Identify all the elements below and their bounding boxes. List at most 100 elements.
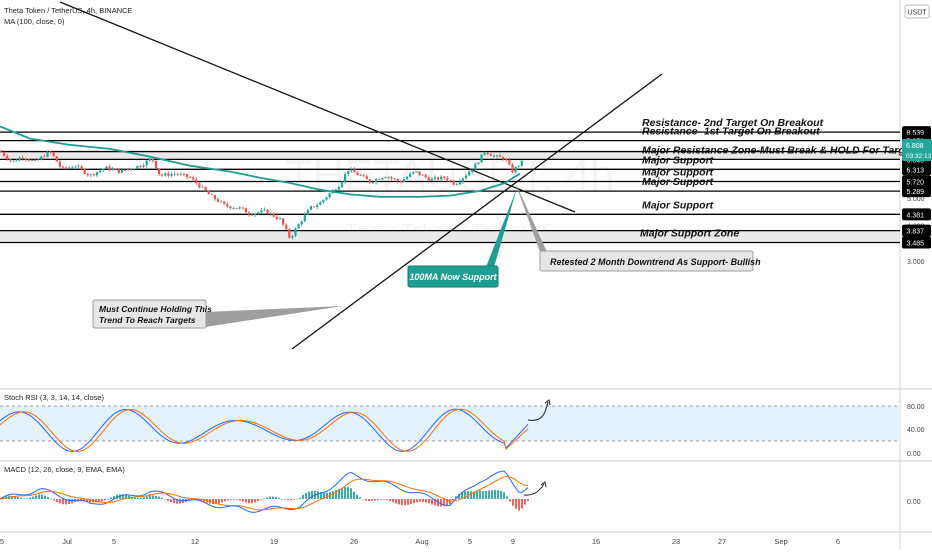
macd-bar-11 [32, 496, 34, 499]
candle-body-90 [278, 218, 282, 220]
macd-bar-1 [2, 497, 4, 499]
macd-bar-45 [134, 497, 136, 499]
macd-arrow-head [540, 481, 547, 488]
ma-legend[interactable]: MA (100, close, 0) [4, 17, 65, 26]
macd-bar-117 [350, 488, 352, 499]
macd-bar-5 [14, 496, 16, 499]
candle-body-91 [282, 218, 285, 225]
candle-body-96 [297, 224, 300, 229]
callout-ma-support[interactable]: 100MA Now Support [407, 188, 517, 288]
macd-bar-49 [146, 496, 148, 499]
macd-bar-172 [515, 499, 517, 509]
candle-body-122 [378, 179, 381, 180]
level-badge-text-5: 5.720 [907, 179, 925, 186]
stoch-rsi-arrow-head [544, 399, 551, 406]
candle-body-79 [244, 208, 247, 213]
ma-100-line[interactable] [0, 125, 521, 198]
candle-body-18 [55, 156, 58, 162]
macd-bar-162 [485, 491, 487, 499]
zone-1 [0, 230, 900, 243]
currency-label: USDT [907, 10, 927, 17]
macd-bar-58 [173, 499, 175, 504]
candle-body-56 [173, 173, 176, 175]
candle-body-0 [0, 151, 3, 153]
candle-body-140 [433, 177, 437, 179]
macd-bar-108 [323, 492, 325, 499]
candle-body-158 [489, 154, 492, 156]
candle-body-12 [37, 159, 40, 161]
uptrend-line[interactable] [291, 73, 663, 350]
candle-body-161 [499, 155, 502, 157]
candle-body-77 [238, 207, 241, 209]
candle-body-57 [176, 173, 179, 175]
time-tick-1: Jul [62, 537, 72, 546]
stoch-rsi-pane[interactable]: Stoch RSI (3, 3, 14, 14, close) 80.00 40… [0, 393, 925, 458]
candle-body-114 [353, 169, 356, 173]
downtrend-line[interactable] [59, 1, 576, 213]
candle-body-101 [313, 206, 316, 208]
candle-body-113 [350, 169, 353, 171]
macd-bar-90 [269, 496, 271, 499]
candle-body-3 [9, 159, 12, 161]
candle-body-153 [474, 163, 477, 170]
candle-body-165 [511, 164, 514, 173]
candle-body-21 [65, 167, 68, 169]
candle-body-42 [130, 169, 133, 170]
time-tick-8: 9 [511, 537, 515, 546]
candle-body-11 [34, 160, 37, 161]
candle-body-128 [396, 179, 399, 182]
currency-button[interactable] [904, 4, 930, 19]
macd-bar-143 [428, 499, 430, 504]
callout-hold-trend[interactable]: Must Continue Holding This Trend To Reac… [92, 299, 343, 329]
macd-bar-138 [413, 499, 415, 504]
macd-bar-44 [131, 496, 133, 499]
symbol-legend[interactable]: Theta Token / TetherUS, 4h, BINANCE [4, 6, 133, 15]
candle-body-4 [12, 160, 15, 162]
macd-bar-176 [527, 499, 529, 502]
macd-bar-93 [278, 497, 280, 499]
level-badge-text-9: 3.485 [907, 240, 925, 247]
macd-bar-10 [29, 497, 31, 499]
candle-body-72 [223, 201, 226, 204]
macd-bar-85 [254, 499, 256, 503]
macd-bar-155 [464, 491, 466, 499]
candle-body-29 [89, 174, 92, 176]
time-tick-10: 23 [672, 537, 680, 546]
candle-body-98 [303, 214, 306, 222]
macd-bar-153 [458, 493, 460, 499]
macd-bar-134 [401, 499, 403, 506]
candle-body-160 [495, 155, 499, 157]
candle-body-92 [285, 224, 288, 230]
callout-retest[interactable]: Retested 2 Month Downtrend As Support- B… [515, 182, 761, 272]
candle-body-33 [102, 168, 105, 171]
macd-bar-115 [344, 487, 346, 499]
level-annotations-layer: Resistance- 2nd Target On BreakoutResist… [640, 117, 920, 239]
candle-body-1 [3, 152, 6, 156]
macd-bar-42 [125, 494, 127, 499]
candle-body-50 [154, 160, 158, 169]
callout-hold-box [92, 299, 207, 329]
macd-bar-6 [17, 497, 19, 499]
time-tick-2: 5 [112, 537, 116, 546]
macd-bar-46 [137, 498, 139, 499]
callout-ma-text: 100MA Now Support [409, 272, 497, 282]
candle-body-84 [260, 210, 263, 213]
macd-bar-59 [176, 499, 178, 504]
macd-bar-14 [41, 494, 43, 499]
macd-bar-129 [386, 499, 388, 500]
macd-bar-83 [248, 499, 250, 504]
macd-bar-130 [389, 499, 391, 501]
candle-body-47 [145, 160, 148, 166]
macd-bar-29 [86, 499, 88, 502]
macd-pane[interactable]: MACD (12, 26, close, 9, EMA, EMA) 0.00 [0, 465, 921, 513]
macd-bar-167 [500, 491, 502, 499]
candle-body-13 [40, 156, 43, 160]
macd-bar-113 [338, 488, 340, 499]
candle-body-136 [421, 174, 424, 176]
candle-body-99 [306, 209, 309, 215]
candle-body-10 [30, 160, 34, 161]
macd-bar-132 [395, 499, 397, 504]
macd-bar-60 [179, 499, 181, 504]
